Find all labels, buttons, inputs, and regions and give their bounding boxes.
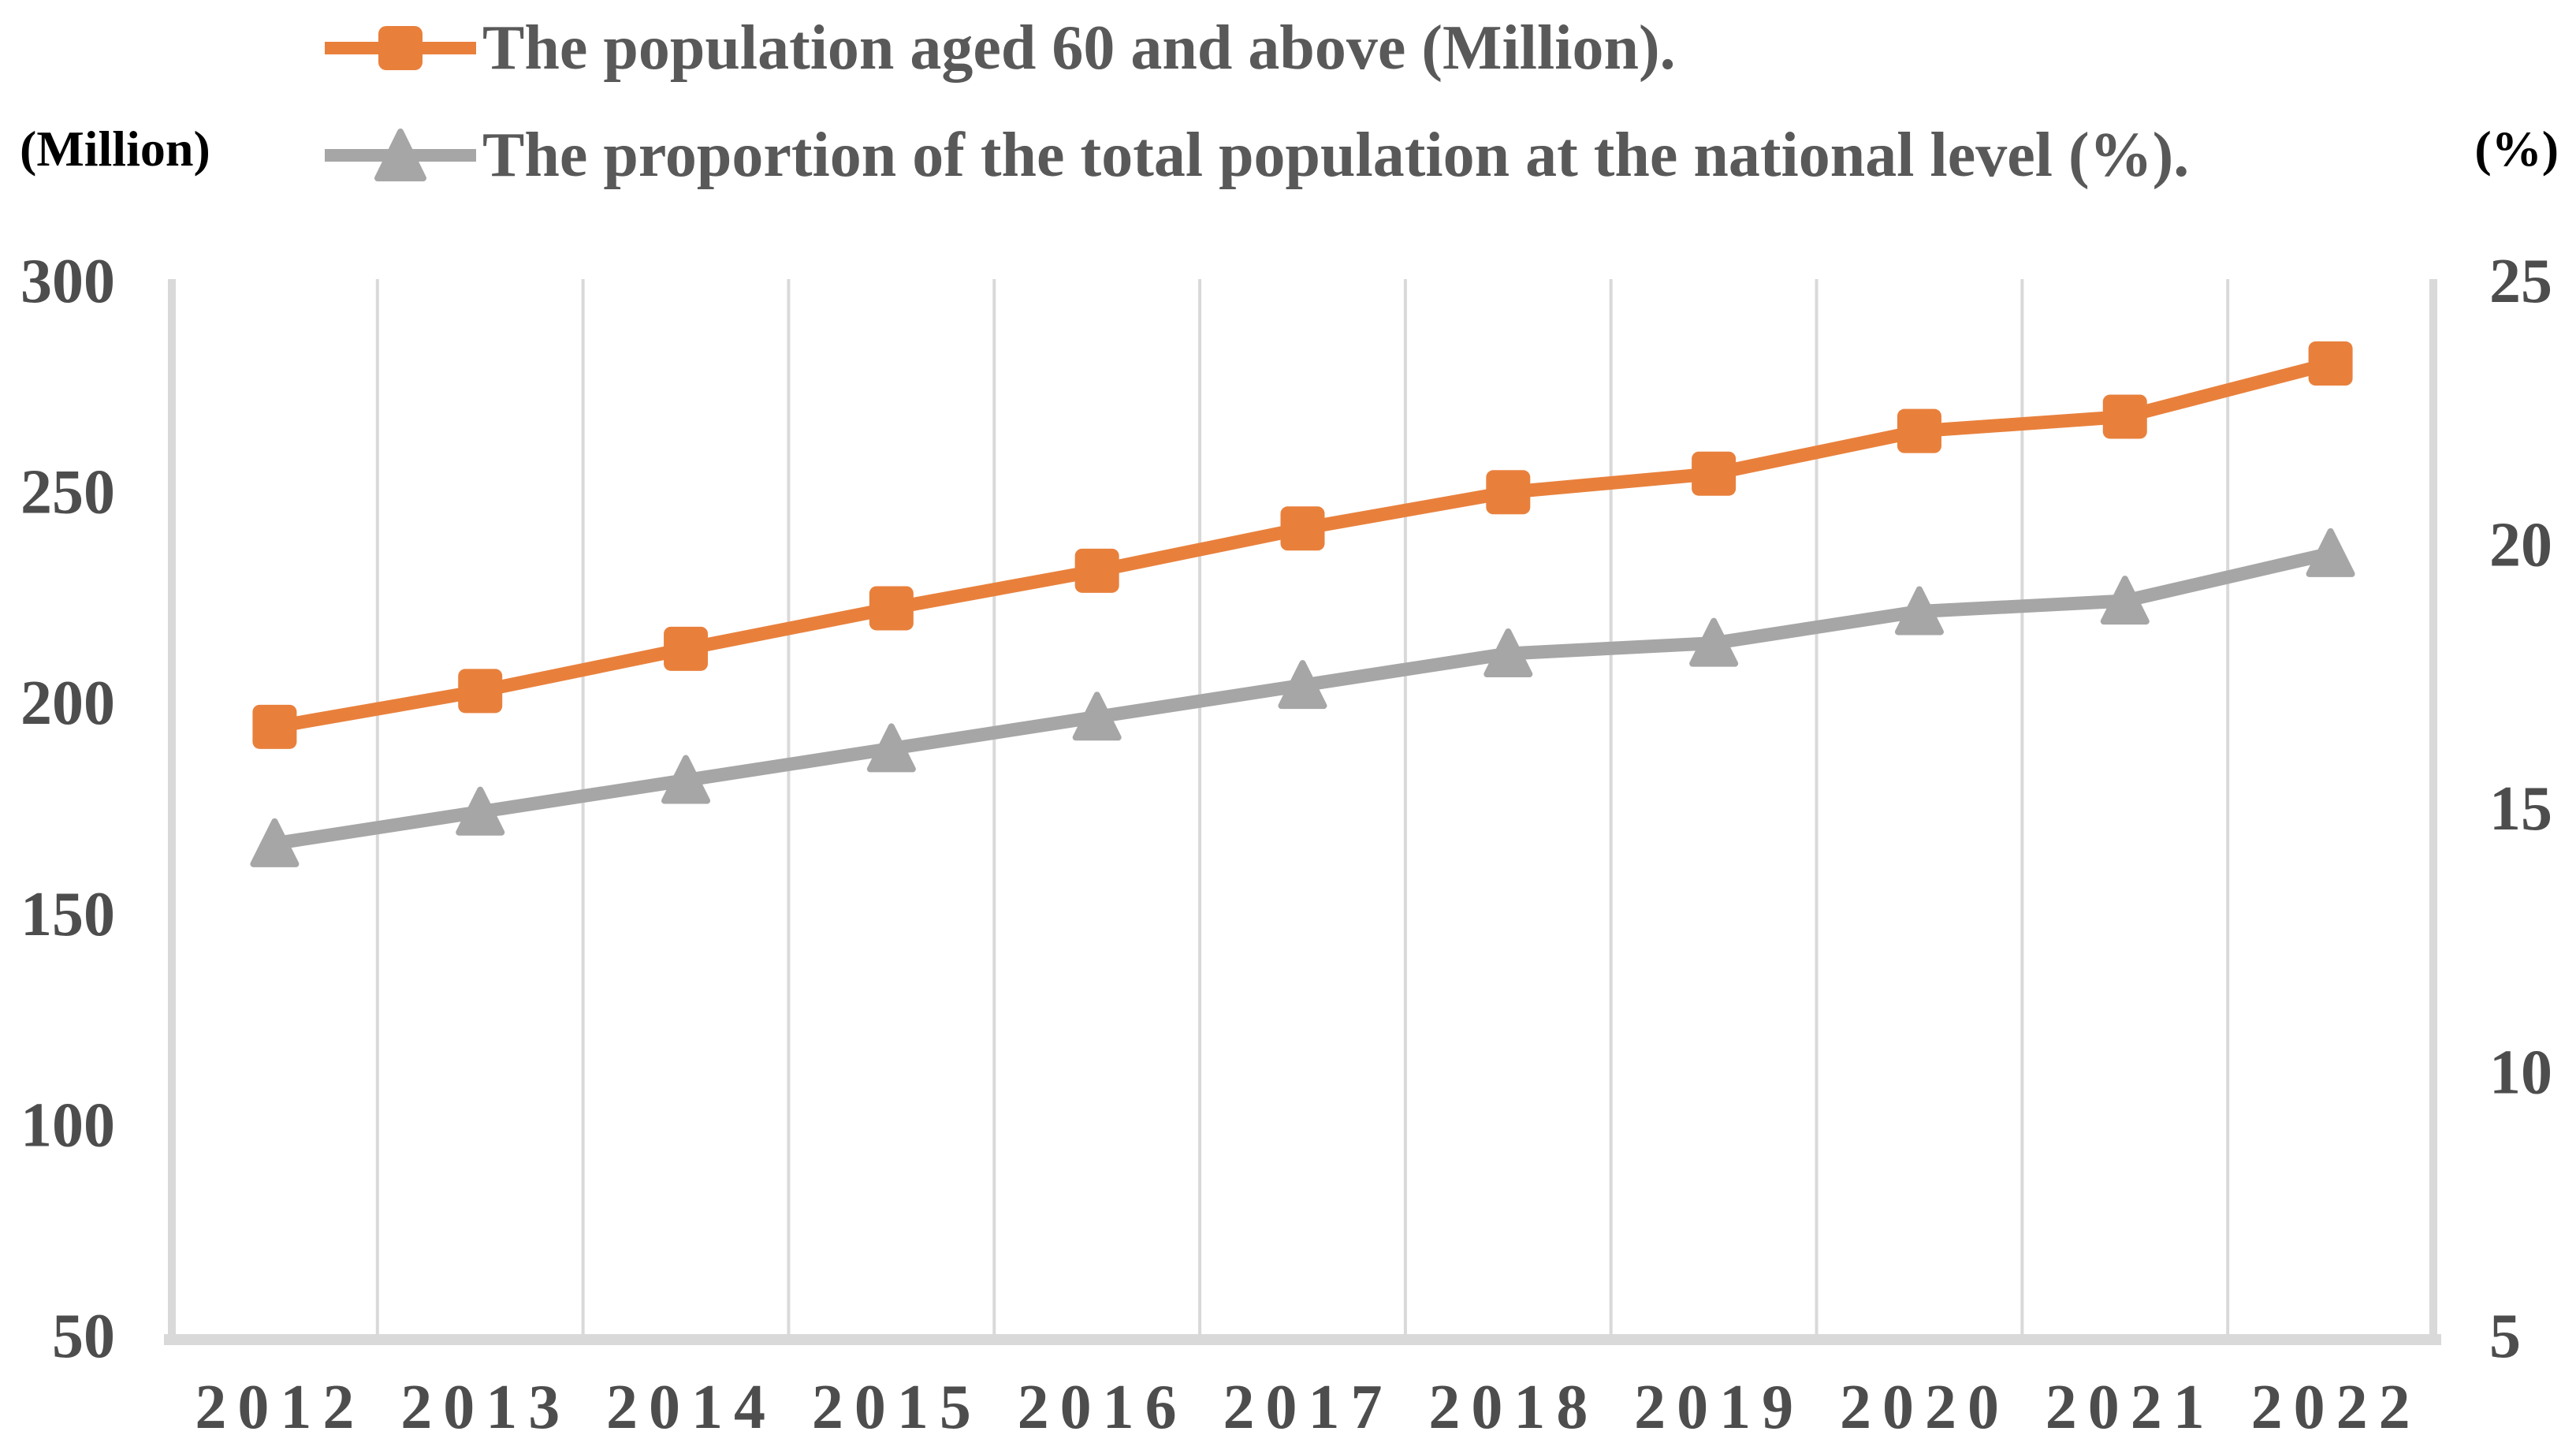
marker-proportion <box>2306 527 2355 577</box>
left-axis-unit-label: (Million) <box>20 121 210 177</box>
left-tick-label: 150 <box>20 880 115 949</box>
x-tick-label: 2012 <box>195 1373 365 1442</box>
x-tick-label: 2022 <box>2251 1373 2422 1442</box>
legend-item-population: The population aged 60 and above (Millio… <box>325 9 2189 87</box>
right-axis-unit-label: (%) <box>2474 121 2559 177</box>
left-tick-label: 300 <box>20 247 115 316</box>
marker-proportion <box>1072 691 1122 741</box>
x-tick-label: 2017 <box>1223 1373 1394 1442</box>
marker-population <box>1692 451 1737 496</box>
marker-population <box>1897 408 1941 453</box>
x-tick-label: 2021 <box>2046 1373 2216 1442</box>
x-tick-label: 2018 <box>1428 1373 1599 1442</box>
marker-population <box>458 669 503 714</box>
marker-population <box>1486 470 1531 515</box>
right-tick-label: 5 <box>2489 1302 2521 1371</box>
marker-proportion <box>2100 576 2150 625</box>
marker-population <box>2102 394 2147 439</box>
marker-proportion <box>661 755 711 804</box>
x-tick-label: 2015 <box>812 1373 982 1442</box>
legend-label-proportion: The proportion of the total population a… <box>482 121 2190 190</box>
legend: The population aged 60 and above (Millio… <box>325 9 2189 194</box>
right-tick-label: 15 <box>2489 774 2552 844</box>
x-tick-label: 2020 <box>1840 1373 2010 1442</box>
x-tick-label: 2013 <box>400 1373 571 1442</box>
population-series-legend-marker <box>325 26 476 70</box>
x-tick-label: 2016 <box>1018 1373 1188 1442</box>
left-axis-line <box>168 279 176 1345</box>
legend-label-population: The population aged 60 and above (Millio… <box>482 13 1676 83</box>
left-tick-label: 250 <box>20 458 115 527</box>
right-tick-label: 20 <box>2489 511 2552 580</box>
x-axis-line <box>164 1334 2441 1345</box>
marker-proportion <box>866 723 916 773</box>
marker-proportion <box>1689 617 1739 667</box>
right-tick-label: 25 <box>2489 247 2552 316</box>
legend-item-proportion: The proportion of the total population a… <box>325 117 2189 194</box>
right-tick-label: 10 <box>2489 1038 2552 1108</box>
x-tick-label: 2019 <box>1634 1373 1804 1442</box>
left-tick-label: 50 <box>52 1302 115 1371</box>
marker-proportion <box>1483 628 1533 677</box>
marker-population <box>1280 506 1325 551</box>
marker-population <box>664 626 709 671</box>
marker-proportion <box>1894 586 1944 636</box>
left-tick-label: 200 <box>20 669 115 738</box>
proportion-series-legend-marker <box>325 129 476 181</box>
marker-population <box>2308 341 2353 386</box>
left-tick-label: 100 <box>20 1090 115 1160</box>
marker-proportion <box>1278 660 1327 710</box>
marker-proportion <box>456 786 505 836</box>
marker-proportion <box>250 818 300 867</box>
right-axis-line <box>2429 279 2437 1345</box>
marker-population <box>869 586 914 631</box>
marker-population <box>1074 548 1119 593</box>
marker-population <box>252 704 297 749</box>
x-tick-label: 2014 <box>606 1373 776 1442</box>
